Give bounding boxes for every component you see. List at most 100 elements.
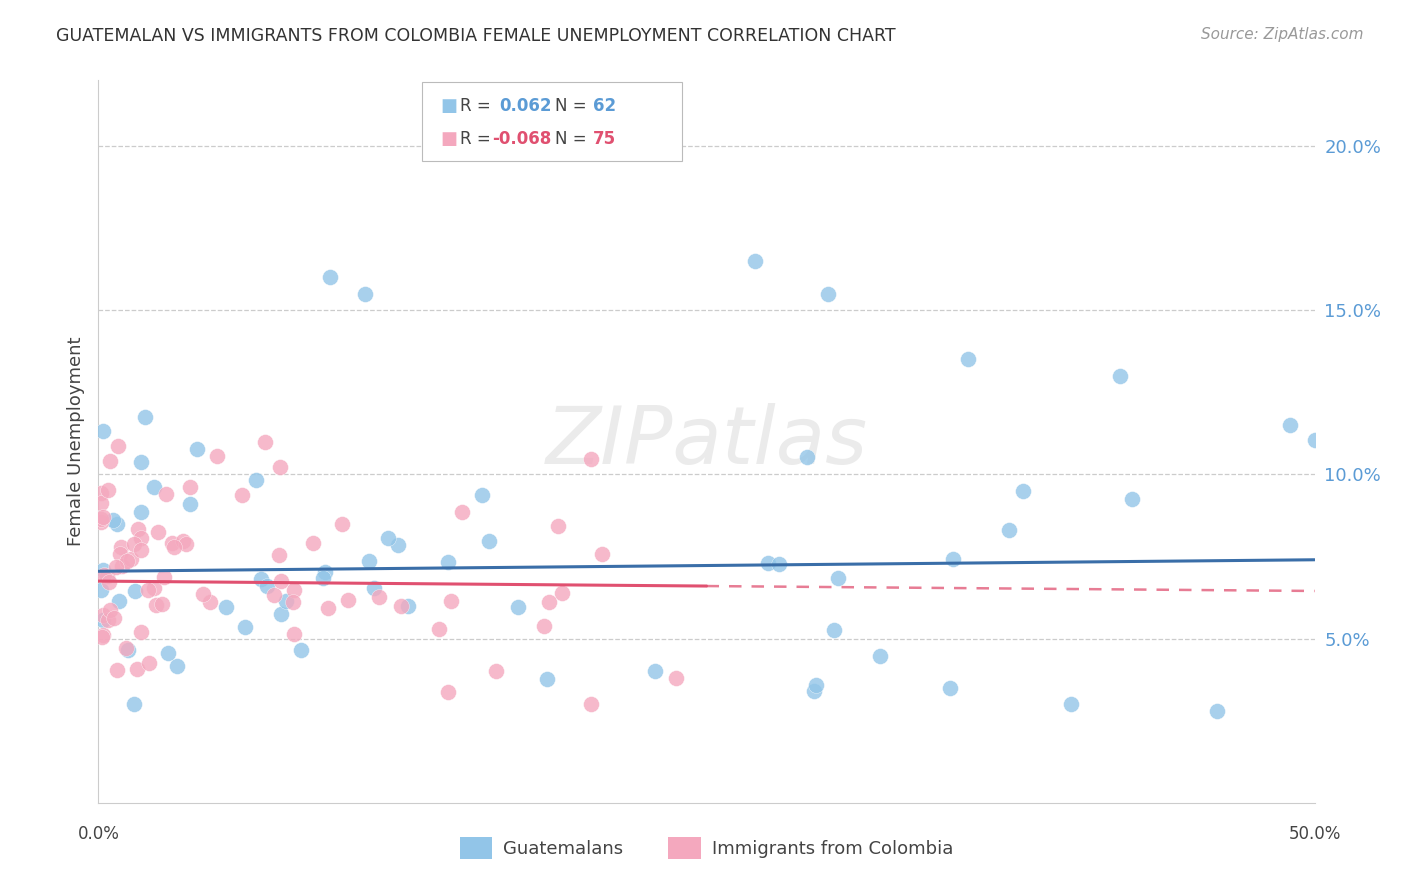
Text: Source: ZipAtlas.com: Source: ZipAtlas.com [1201, 27, 1364, 42]
Point [114, 640, 136, 655]
Point [1279, 418, 1302, 433]
Point [231, 488, 253, 502]
Point [104, 560, 127, 574]
Point [129, 624, 152, 639]
Legend: Guatemalans, Immigrants from Colombia: Guatemalans, Immigrants from Colombia [453, 830, 960, 866]
Point [538, 595, 561, 609]
Point [665, 671, 688, 685]
Point [312, 571, 335, 585]
Point [91, 613, 114, 627]
Point [290, 643, 312, 657]
Point [768, 557, 790, 571]
Point [115, 553, 138, 567]
Text: ■: ■ [440, 97, 457, 115]
Point [1206, 704, 1229, 718]
Point [155, 487, 177, 501]
Point [1109, 368, 1132, 383]
Point [823, 623, 845, 637]
Point [101, 512, 124, 526]
Point [107, 516, 129, 531]
Point [997, 523, 1019, 537]
Point [205, 449, 228, 463]
Point [440, 593, 463, 607]
Point [1012, 484, 1035, 499]
Point [478, 533, 501, 548]
Point [120, 552, 142, 566]
Point [436, 685, 458, 699]
Point [353, 286, 375, 301]
Point [644, 665, 666, 679]
Point [337, 592, 360, 607]
Point [97, 613, 120, 627]
Point [127, 522, 149, 536]
Point [90, 512, 112, 526]
Y-axis label: Female Unemployment: Female Unemployment [66, 337, 84, 546]
Point [744, 253, 766, 268]
Point [281, 595, 304, 609]
Point [129, 455, 152, 469]
Point [98, 603, 121, 617]
Point [269, 459, 291, 474]
Point [91, 563, 114, 577]
Point [179, 496, 201, 510]
Point [107, 439, 129, 453]
Point [233, 619, 256, 633]
Point [806, 678, 828, 692]
Point [803, 684, 825, 698]
Point [256, 579, 278, 593]
Text: 0.0%: 0.0% [77, 825, 120, 843]
Point [827, 571, 849, 585]
Text: ZIPatlas: ZIPatlas [546, 402, 868, 481]
Point [319, 270, 342, 285]
Point [956, 352, 979, 367]
Point [330, 516, 353, 531]
Text: GUATEMALAN VS IMMIGRANTS FROM COLOMBIA FEMALE UNEMPLOYMENT CORRELATION CHART: GUATEMALAN VS IMMIGRANTS FROM COLOMBIA F… [56, 27, 896, 45]
Point [387, 538, 409, 552]
Point [263, 587, 285, 601]
Point [756, 557, 779, 571]
Point [153, 570, 176, 584]
Point [156, 646, 179, 660]
Point [90, 495, 112, 509]
Point [389, 599, 412, 614]
Point [579, 698, 602, 712]
Text: N =: N = [555, 129, 592, 148]
Point [129, 543, 152, 558]
Point [357, 554, 380, 568]
Text: 0.062: 0.062 [499, 97, 551, 115]
Point [136, 583, 159, 598]
Point [942, 551, 965, 566]
Point [484, 665, 506, 679]
Point [939, 681, 962, 695]
Point [396, 599, 419, 613]
Point [377, 531, 399, 545]
Point [367, 590, 389, 604]
Point [117, 642, 139, 657]
Point [254, 434, 277, 449]
Text: -0.068: -0.068 [492, 129, 551, 148]
Point [250, 572, 273, 586]
Point [96, 568, 118, 582]
Text: R =: R = [460, 129, 496, 148]
Point [270, 574, 292, 588]
Point [163, 541, 186, 555]
Point [869, 649, 891, 664]
Point [193, 587, 215, 601]
Point [506, 600, 529, 615]
Point [111, 558, 134, 573]
Point [90, 486, 112, 500]
Point [91, 630, 114, 644]
Point [536, 673, 558, 687]
Point [129, 505, 152, 519]
Point [283, 582, 305, 597]
Point [134, 410, 156, 425]
Point [122, 537, 145, 551]
Point [91, 425, 114, 439]
Point [143, 480, 166, 494]
Point [186, 442, 208, 457]
Point [450, 504, 472, 518]
Point [160, 535, 183, 549]
Text: 50.0%: 50.0% [1288, 825, 1341, 843]
Point [122, 697, 145, 711]
Point [91, 608, 114, 623]
